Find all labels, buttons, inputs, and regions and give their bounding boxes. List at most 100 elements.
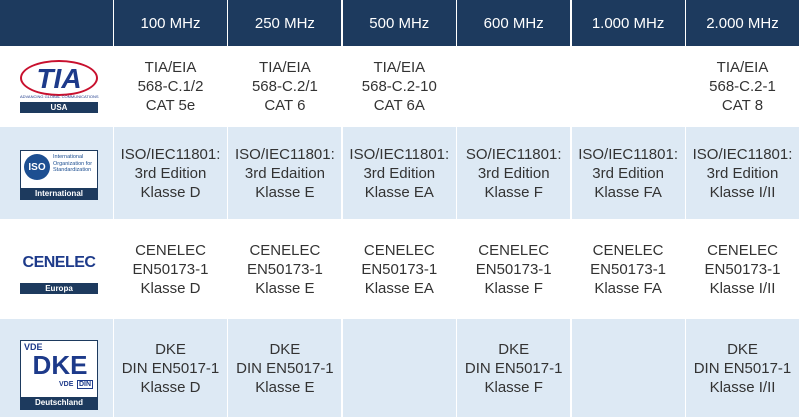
cell-line: Klasse D [140,279,201,297]
table-cell: DKE DIN EN5017-1 Klasse D [114,319,227,417]
tia-logo: TIA ADVANCING GLOBAL COMMUNICATIONS USA [20,60,99,114]
cell-line: DIN EN5017-1 [236,359,334,377]
column-header: 600 MHz [457,0,571,46]
table-cell: TIA/EIA 568-C.1/2 CAT 5e [114,47,227,126]
cell-line: EN50173-1 [475,260,552,278]
cell-line: DKE [727,340,758,358]
cell-line: Klasse I/II [709,279,776,297]
cell-line: DIN EN5017-1 [693,359,792,377]
cell-line: DIN EN5017-1 [464,359,563,377]
cell-line: Klasse FA [594,279,662,297]
table-cell: CENELEC EN50173-1 Klasse F [457,220,570,318]
table-cell: ISO/IEC11801: 3rd Edition Klasse EA [342,127,456,219]
table-cell: CENELEC EN50173-1 Klasse EA [343,220,456,318]
cell-line: CENELEC [135,241,206,259]
region-label: USA [20,102,98,113]
table-cell: TIA/EIA 568-C.2-1 CAT 8 [686,47,799,126]
column-header: 2.000 MHz [686,0,799,46]
cell-line: CAT 6A [373,97,425,114]
cell-line: EN50173-1 [590,260,667,278]
cell-line: Klasse F [484,183,543,201]
table-cell: SO/IEC11801: 3rd Edition Klasse F [457,127,571,219]
region-label: Europa [20,283,98,294]
logo-text: DKE [32,350,88,380]
cell-line: CAT 5e [145,97,196,114]
cell-line: CENELEC [707,241,778,259]
cell-line: ISO/IEC11801: [578,145,678,163]
cell-line: TIA/EIA [373,59,426,76]
cell-line: TIA/EIA [144,59,197,76]
table-cell: TIA/EIA 568-C.2/1 CAT 6 [228,47,341,126]
cell-line: ISO/IEC11801: [692,145,793,163]
dke-logo: VDE DKE VDE DIN Deutschland [20,340,98,410]
table-cell [342,319,456,417]
cell-line: ISO/IEC11801: [120,145,221,163]
cell-line: Klasse F [484,378,543,396]
cell-line: Klasse E [255,183,315,201]
table-cell: CENELEC EN50173-1 Klasse I/II [686,220,799,318]
table-cell [571,319,685,417]
cell-line: SO/IEC11801: [465,145,562,163]
header-corner [0,0,113,46]
column-header: 1.000 MHz [571,0,685,46]
cell-line: ISO/IEC11801: [235,145,335,163]
cell-line: CENELEC [478,241,550,259]
cell-line: CAT 6 [264,97,306,114]
logo-caption: International Organization for Standardi… [53,154,93,173]
cell-line: TIA/EIA [716,59,769,76]
column-header: 500 MHz [342,0,456,46]
cell-line: DIN EN5017-1 [121,359,220,377]
cell-line: CENELEC [363,241,435,259]
table-cell: ISO/IEC11801: 3rd Edition Klasse D [114,127,227,219]
table-cell: DKE DIN EN5017-1 Klasse I/II [686,319,799,417]
cell-line: Klasse D [140,378,201,396]
cell-line: 3rd Edition [706,164,779,182]
table-cell: DKE DIN EN5017-1 Klasse F [457,319,571,417]
cell-line: Klasse EA [364,279,434,297]
cell-line: 3rd Edition [477,164,550,182]
cell-line: CENELEC [249,241,321,259]
region-label: International [20,188,98,200]
table-cell: DKE DIN EN5017-1 Klasse E [228,319,342,417]
table-cell: ISO/IEC11801: 3rd Edaition Klasse E [228,127,342,219]
cell-line: 3rd Edition [134,164,207,182]
cell-line: EN50173-1 [132,260,209,278]
cell-line: Klasse EA [364,183,434,201]
cell-line: 3rd Edition [592,164,664,182]
logo-swoosh [20,60,98,96]
cell-line: TIA/EIA [259,59,311,76]
table-cell: ISO/IEC11801: 3rd Edition Klasse FA [571,127,685,219]
cell-line: CENELEC [592,241,664,259]
cell-line: DKE [155,340,186,358]
cell-line: CAT 8 [721,97,764,114]
table-cell: CENELEC EN50173-1 Klasse D [114,220,227,318]
cell-line: Klasse D [140,183,201,201]
logo-top: VDE [24,342,43,352]
column-header: 100 MHz [114,0,227,46]
logo-badge: DIN [77,380,94,389]
logo-text: TIA [36,63,82,94]
cell-line: EN50173-1 [361,260,438,278]
cell-line: 568-C.1/2 [137,78,204,95]
cell-line: 568-C.2/1 [251,78,318,95]
column-header: 250 MHz [228,0,342,46]
cell-line: EN50173-1 [704,260,781,278]
cell-line: ISO/IEC11801: [349,145,450,163]
logo-bottom: VDE [59,381,74,388]
cell-line: Klasse E [255,378,315,396]
region-label: Deutschland [20,397,98,409]
cell-line: Klasse E [255,279,315,297]
cell-line: DKE [498,340,530,358]
iso-logo: ISO International Organization for Stand… [20,150,98,200]
cell-line: 568-C.2-1 [709,78,776,95]
cell-line: 568-C.2-10 [361,78,437,95]
cenelec-logo: CENELEC Europa [20,252,98,296]
cell-line: EN50173-1 [246,260,323,278]
cell-line: Klasse FA [594,183,662,201]
logo-text: ISO [24,154,50,180]
table-cell: CENELEC EN50173-1 Klasse FA [572,220,685,318]
cell-line: Klasse I/II [709,378,776,396]
table-cell: CENELEC EN50173-1 Klasse E [228,220,341,318]
cell-line: Klasse I/II [709,183,776,201]
